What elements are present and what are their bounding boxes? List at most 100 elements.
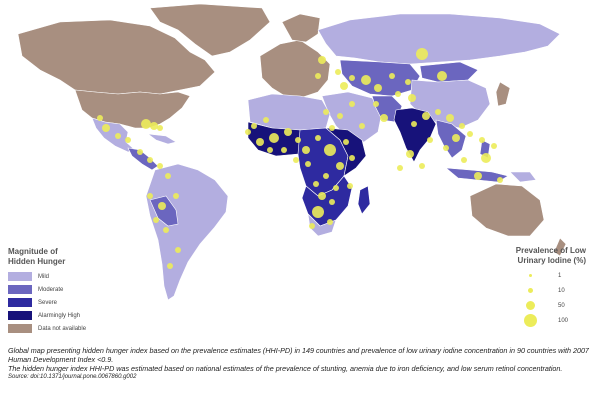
region-new-zealand <box>553 237 567 257</box>
iodine-dot <box>374 84 382 92</box>
iodine-dot <box>335 69 341 75</box>
legend-swatch <box>8 285 32 294</box>
region-caribbean <box>146 133 177 145</box>
iodine-dot <box>318 192 326 200</box>
legend-item-moderate: Moderate <box>8 283 86 296</box>
iodine-legend-title: Prevalence of Low Urinary Iodine (%) <box>466 246 586 266</box>
iodine-legend-item: 50 <box>520 298 568 313</box>
legend-item-data-not-available: Data not available <box>8 322 86 335</box>
figure-caption: Global map presenting hidden hunger inde… <box>8 346 598 382</box>
iodine-legend-item: 100 <box>520 313 568 328</box>
iodine-legend-title-line2: Urinary Iodine (%) <box>517 256 586 265</box>
iodine-dot <box>312 206 324 218</box>
iodine-dot <box>315 135 321 141</box>
iodine-dot <box>150 122 158 130</box>
iodine-dot <box>327 219 333 225</box>
iodine-dot <box>293 157 299 163</box>
legend-item-alarmingly-high: Alarmingly High <box>8 309 86 322</box>
iodine-dot <box>406 150 414 158</box>
iodine-dot-icon <box>525 301 535 310</box>
iodine-dot <box>141 119 151 129</box>
iodine-dot <box>349 75 355 81</box>
region-usa <box>74 89 191 129</box>
region-australia <box>469 183 545 237</box>
iodine-dot <box>175 247 181 253</box>
iodine-dot-icon <box>527 288 533 293</box>
iodine-dot <box>422 112 430 120</box>
iodine-dot <box>302 146 310 154</box>
iodine-dot <box>333 185 339 191</box>
iodine-dot <box>405 79 411 85</box>
iodine-dot <box>318 56 326 64</box>
iodine-dot <box>481 153 491 163</box>
iodine-dot <box>347 183 353 189</box>
iodine-legend: 1 10 50 100 <box>520 268 568 328</box>
caption-line1: Global map presenting hidden hunger inde… <box>8 346 589 364</box>
iodine-dot <box>153 217 159 223</box>
iodine-dot <box>313 181 319 187</box>
region-japan <box>495 81 511 107</box>
iodine-dot <box>443 145 449 151</box>
iodine-legend-item: 10 <box>520 283 568 298</box>
iodine-dot <box>315 73 321 79</box>
iodine-dot <box>427 137 433 143</box>
iodine-dot <box>115 133 121 139</box>
legend-label: Moderate <box>38 286 64 293</box>
iodine-legend-item: 1 <box>520 268 568 283</box>
iodine-dot <box>437 71 447 81</box>
iodine-dot <box>474 172 482 180</box>
iodine-dot <box>245 129 251 135</box>
iodine-dot <box>389 73 395 79</box>
iodine-dot <box>323 173 329 179</box>
iodine-legend-label: 1 <box>558 272 562 279</box>
iodine-dot <box>416 48 428 60</box>
iodine-dot <box>411 121 417 127</box>
iodine-dot <box>435 109 441 115</box>
iodine-dot <box>102 124 110 132</box>
iodine-dot <box>263 117 269 123</box>
legend-item-severe: Severe <box>8 296 86 309</box>
iodine-dot <box>408 94 416 102</box>
legend-label: Data not available <box>38 325 87 332</box>
iodine-legend-title-line1: Prevalence of Low <box>515 246 586 255</box>
iodine-dot <box>497 177 503 183</box>
iodine-dot <box>380 114 388 122</box>
iodine-dot <box>461 157 467 163</box>
region-southeast-asia <box>435 119 467 159</box>
iodine-dot-icon <box>523 314 537 327</box>
iodine-dot <box>491 143 497 149</box>
iodine-dot <box>343 139 349 145</box>
iodine-dot <box>459 123 465 129</box>
region-india <box>393 107 437 163</box>
iodine-dot <box>397 165 403 171</box>
region-russia <box>317 13 561 65</box>
legend-label: Mild <box>38 273 50 280</box>
iodine-dot <box>251 123 257 129</box>
region-mongolia <box>419 61 479 83</box>
iodine-dot <box>157 125 163 131</box>
iodine-dot <box>158 202 166 210</box>
legend-swatch <box>8 298 32 307</box>
iodine-dot <box>147 193 153 199</box>
legend-swatch <box>8 311 32 320</box>
region-europe <box>259 39 331 99</box>
hidden-hunger-legend-title: Magnitude of Hidden Hunger <box>8 247 88 267</box>
iodine-dot <box>97 115 103 121</box>
legend-title-line2: Hidden Hunger <box>8 257 66 266</box>
region-madagascar <box>357 185 371 215</box>
region-papua <box>509 171 537 183</box>
region-scandinavia <box>281 13 321 43</box>
iodine-dot <box>336 162 344 170</box>
iodine-dot <box>361 75 371 85</box>
iodine-dot <box>446 114 454 122</box>
iodine-dot-icon <box>528 274 532 277</box>
iodine-dot <box>340 82 348 90</box>
region-central-america <box>127 147 159 171</box>
iodine-dot <box>329 199 335 205</box>
iodine-dot <box>295 137 301 143</box>
region-canada-alaska <box>17 19 216 95</box>
iodine-dot <box>269 133 279 143</box>
legend-title-line1: Magnitude of <box>8 247 58 256</box>
iodine-dot <box>163 227 169 233</box>
